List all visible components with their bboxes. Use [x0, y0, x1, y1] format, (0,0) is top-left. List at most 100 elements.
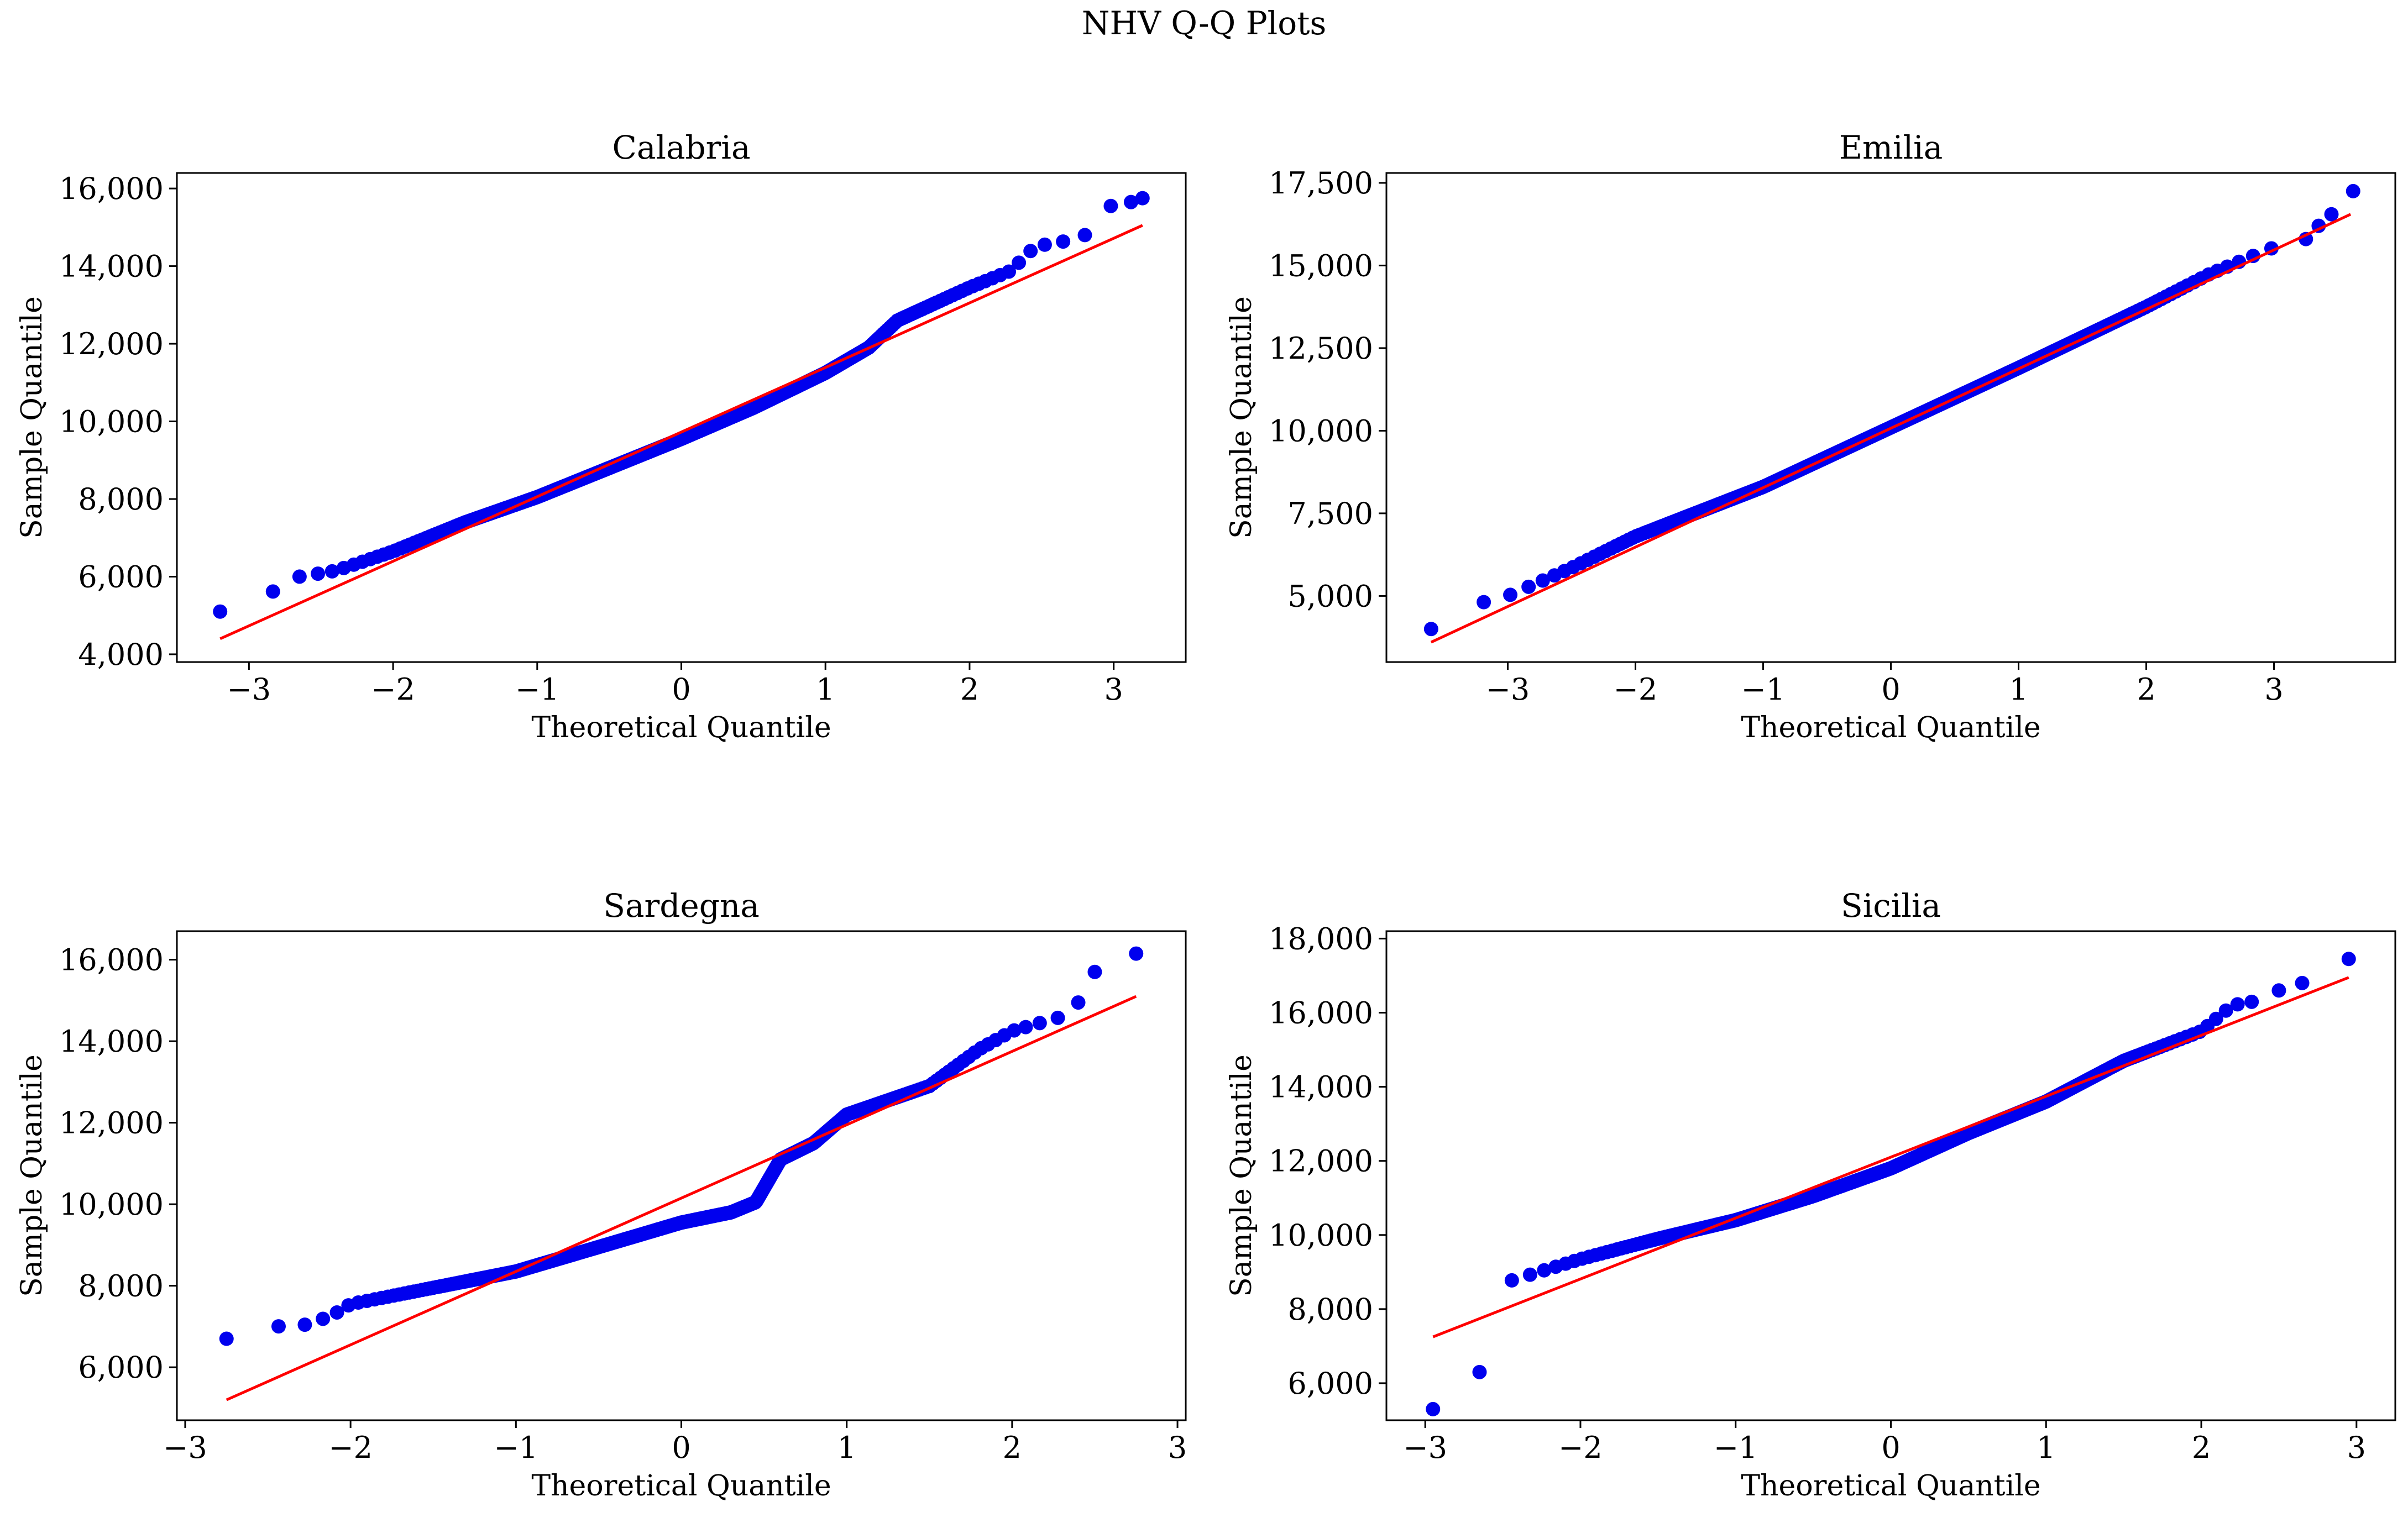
- qq-point-outlier: [1077, 228, 1092, 243]
- points-calabria: [213, 191, 1150, 619]
- panel-title-sicilia: Sicilia: [1841, 887, 1941, 925]
- qq-point-outlier: [2295, 975, 2310, 990]
- x-tick-label-sicilia: −1: [1714, 1430, 1758, 1465]
- x-tick-label-sicilia: 1: [2037, 1430, 2055, 1465]
- qq-point: [1037, 237, 1052, 252]
- qq-point-outlier: [1103, 198, 1118, 213]
- qq-point-outlier: [2341, 952, 2356, 967]
- x-tick-label-sardegna: 0: [672, 1430, 690, 1465]
- panel-sicilia: Sicilia −3 −2 −1 0 1 2 3 6,000 8,000 10,000 12,000 1…: [1225, 887, 2396, 1503]
- qq-point: [219, 1331, 234, 1346]
- y-tick-label-calabria: 10,000: [59, 405, 164, 439]
- panel-emilia: Emilia −3 −2 −1 0 1 2 3 5,000 7,500 10,000 12,500 15…: [1225, 129, 2396, 744]
- qq-point: [1002, 264, 1017, 279]
- qq-point: [2230, 997, 2245, 1012]
- y-tick-label-sardegna: 14,000: [59, 1024, 164, 1059]
- x-tick-label-sicilia: 2: [2192, 1430, 2211, 1465]
- x-tick-label-emilia: 2: [2137, 672, 2155, 707]
- x-tick-label-emilia: −1: [1741, 672, 1786, 707]
- x-tick-label-sicilia: 0: [1881, 1430, 1900, 1465]
- qq-point: [1056, 234, 1071, 249]
- panel-title-emilia: Emilia: [1839, 129, 1943, 166]
- reference-line-calabria: [219, 224, 1143, 640]
- reference-line-emilia: [1430, 213, 2352, 644]
- x-axis-label-sicilia: Theoretical Quantile: [1741, 1469, 2040, 1503]
- qq-point: [1537, 1263, 1552, 1278]
- qq-point: [1007, 1023, 1022, 1038]
- panel-sardegna: Sardegna −3 −2 −1 0 1 2 3 6,000 8,000 10,000 12,000…: [15, 887, 1187, 1503]
- panels: Calabria −3 −2 −1 0 1 2 3 4,000 6,000 8,000 10,000 1…: [15, 129, 2396, 1503]
- qq-point: [1503, 587, 1518, 602]
- y-tick-label-calabria: 14,000: [59, 249, 164, 284]
- qq-point: [1504, 1273, 1519, 1288]
- qq-point-outlier: [1472, 1364, 1487, 1379]
- qq-point: [292, 569, 307, 584]
- qq-point: [2208, 1011, 2223, 1026]
- y-axis-label-sardegna: Sample Quantile: [15, 1054, 49, 1297]
- y-tick-label-emilia: 12,500: [1269, 331, 1373, 366]
- y-tick-label-emilia: 7,500: [1287, 496, 1373, 531]
- qq-point: [265, 584, 280, 599]
- x-tick-label-sardegna: −1: [494, 1430, 538, 1465]
- x-tick-label-calabria: 2: [960, 672, 979, 707]
- y-tick-label-sardegna: 8,000: [78, 1269, 164, 1304]
- x-axis-label-emilia: Theoretical Quantile: [1741, 711, 2040, 744]
- y-tick-label-sardegna: 6,000: [78, 1350, 164, 1385]
- qq-point: [2244, 994, 2259, 1009]
- qq-point-outlier: [1071, 995, 1086, 1010]
- x-tick-label-calabria: 0: [672, 672, 690, 707]
- x-axis-label-calabria: Theoretical Quantile: [531, 711, 831, 744]
- y-tick-label-sicilia: 12,000: [1269, 1144, 1373, 1179]
- x-tick-label-sicilia: −3: [1403, 1430, 1447, 1465]
- plot-frame-sardegna: [176, 930, 1187, 1421]
- qq-point: [311, 566, 326, 581]
- panel-calabria: Calabria −3 −2 −1 0 1 2 3 4,000 6,000 8,000 10,000 1…: [15, 129, 1187, 744]
- qq-point-outlier: [2346, 183, 2360, 198]
- x-tick-label-calabria: 3: [1104, 672, 1123, 707]
- qq-point-outlier: [2324, 207, 2339, 222]
- y-tick-label-calabria: 4,000: [78, 637, 164, 672]
- y-tick-label-sicilia: 16,000: [1269, 996, 1373, 1031]
- y-tick-label-sicilia: 14,000: [1269, 1070, 1373, 1105]
- qq-point-outlier: [1123, 195, 1138, 209]
- x-tick-label-emilia: 0: [1881, 672, 1900, 707]
- x-tick-label-calabria: −2: [371, 672, 415, 707]
- y-tick-label-sicilia: 18,000: [1269, 921, 1373, 956]
- x-tick-label-emilia: 1: [2009, 672, 2028, 707]
- x-tick-label-sicilia: 3: [2347, 1430, 2366, 1465]
- qq-point: [2218, 1003, 2233, 1018]
- x-tick-label-sardegna: 2: [1003, 1430, 1022, 1465]
- y-tick-label-sicilia: 8,000: [1287, 1292, 1373, 1327]
- y-tick-label-sardegna: 10,000: [59, 1187, 164, 1222]
- y-tick-label-sardegna: 16,000: [59, 943, 164, 978]
- y-axis-label-calabria: Sample Quantile: [15, 296, 49, 539]
- qq-point: [297, 1317, 312, 1332]
- y-axis-label-sicilia: Sample Quantile: [1225, 1054, 1258, 1297]
- qq-point: [324, 564, 339, 579]
- qq-point: [1023, 244, 1038, 259]
- y-tick-label-emilia: 15,000: [1269, 248, 1373, 283]
- qq-point-outlier: [2271, 983, 2286, 998]
- y-tick-label-emilia: 5,000: [1287, 579, 1373, 613]
- qq-point: [1521, 579, 1536, 594]
- qq-point: [1032, 1016, 1047, 1031]
- points-emilia: [1423, 183, 2360, 637]
- points-sardegna: [219, 946, 1144, 1346]
- y-tick-label-sicilia: 6,000: [1287, 1366, 1373, 1401]
- x-tick-label-emilia: −2: [1614, 672, 1658, 707]
- qq-point: [329, 1305, 344, 1320]
- qq-point: [316, 1311, 331, 1326]
- qq-point: [1535, 573, 1550, 588]
- reference-line-sicilia: [1432, 976, 2349, 1338]
- panel-title-sardegna: Sardegna: [603, 887, 760, 925]
- qq-point: [1018, 1020, 1033, 1035]
- x-tick-label-calabria: 1: [816, 672, 835, 707]
- y-tick-label-sardegna: 12,000: [59, 1106, 164, 1141]
- y-tick-label-calabria: 6,000: [78, 559, 164, 594]
- y-tick-label-sicilia: 10,000: [1269, 1218, 1373, 1253]
- x-tick-label-sicilia: −2: [1558, 1430, 1603, 1465]
- y-axis-label-emilia: Sample Quantile: [1225, 296, 1258, 539]
- qq-point: [1423, 622, 1438, 637]
- qq-point: [1477, 595, 1491, 610]
- qq-point: [213, 604, 228, 619]
